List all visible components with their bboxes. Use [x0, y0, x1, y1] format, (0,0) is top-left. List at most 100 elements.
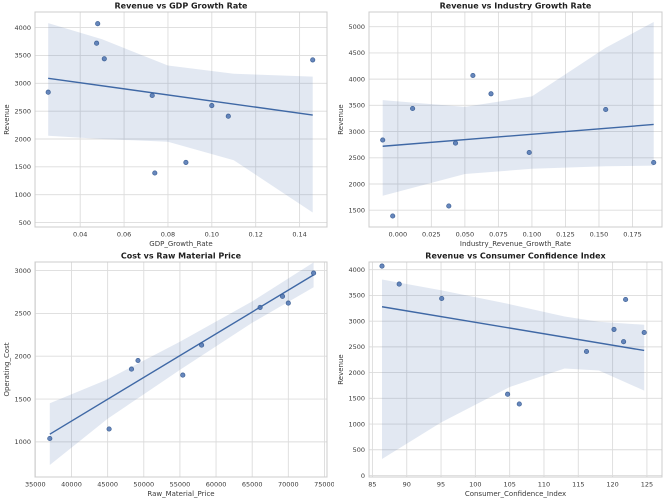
x-tick-label: 75000: [314, 481, 334, 489]
data-point: [583, 348, 590, 355]
axes-spines: [34, 11, 328, 228]
y-tick-label: 3000: [348, 317, 365, 325]
y-tick-label: 500: [19, 219, 31, 227]
confidence-band: [382, 22, 654, 196]
x-tick-label: 0.04: [73, 231, 87, 239]
subplot-revenue-vs-consumer-confidence-index: 85 90 95 100 105 110 115 120 125 0 500 1000 1500 2000…: [334, 250, 669, 500]
y-tick-label: 1000: [348, 420, 365, 428]
chart-title: Revenue vs GDP Growth Rate: [115, 2, 249, 11]
regression-line: [382, 123, 654, 147]
x-tick-label: 0.125: [556, 231, 575, 239]
x-tick-label: 0.000: [389, 231, 408, 239]
plot-background: [334, 250, 669, 500]
data-point: [516, 401, 522, 407]
data-point: [94, 40, 100, 46]
y-tick-label: 3000: [14, 267, 31, 275]
x-tick-label: 100: [469, 481, 481, 489]
y-axis-label: Operating_Cost: [3, 342, 11, 396]
data-point: [439, 295, 445, 302]
x-tick-label: 0.050: [456, 231, 475, 239]
x-tick-label: 0.10: [205, 231, 219, 239]
data-point: [623, 296, 629, 303]
y-tick-label: 2000: [348, 180, 365, 188]
x-tick-label: 115: [572, 481, 584, 489]
y-tick-label: 4000: [348, 75, 365, 83]
regression-line: [48, 77, 313, 116]
data-point: [611, 326, 617, 332]
x-tick-label: 0.025: [422, 231, 441, 239]
data-point: [651, 159, 657, 166]
x-tick-label: 85: [368, 481, 376, 489]
x-tick-label: 55000: [170, 481, 191, 489]
data-point: [257, 304, 263, 310]
plot-background: [0, 0, 334, 250]
y-axis-label: Revenue: [3, 104, 11, 135]
data-point: [452, 140, 459, 146]
y-tick-label: 2000: [348, 369, 365, 377]
x-tick-label: 60000: [206, 481, 227, 489]
data-point: [603, 106, 609, 113]
confidence-band: [382, 279, 645, 459]
data-point: [621, 339, 627, 345]
y-tick-label: 2000: [14, 135, 31, 143]
y-tick-label: 0: [361, 472, 365, 480]
data-point: [180, 372, 186, 378]
chart-title: Cost vs Raw Material Price: [121, 252, 242, 261]
x-tick-label: 45000: [97, 481, 118, 489]
y-tick-label: 5000: [348, 23, 365, 31]
plot-background: [0, 250, 334, 500]
y-tick-label: 1000: [14, 438, 31, 446]
regression-line: [381, 306, 645, 352]
chart-title: Revenue vs Industry Growth Rate: [440, 2, 592, 11]
confidence-band: [48, 23, 313, 213]
y-tick-label: 3500: [348, 102, 365, 110]
y-tick-label: 3000: [14, 80, 31, 88]
x-tick-label: 0.14: [292, 231, 306, 239]
data-point: [101, 56, 107, 62]
x-tick-label: 70000: [278, 481, 299, 489]
x-tick-label: 65000: [242, 481, 263, 489]
y-tick-label: 2500: [14, 310, 31, 318]
x-tick-label: 40000: [61, 481, 82, 489]
x-tick-label: 0.08: [161, 231, 175, 239]
x-axis-label: Raw_Material_Price: [147, 490, 214, 498]
data-point: [311, 270, 317, 276]
data-point: [225, 113, 231, 119]
subplot-cost-vs-raw-material-price: 35000 40000 45000 50000 55000 60000 65000 70000…: [0, 250, 334, 500]
data-point: [446, 203, 452, 209]
y-tick-label: 4500: [348, 49, 365, 57]
y-tick-label: 1000: [14, 191, 31, 199]
regression-line: [49, 274, 314, 435]
data-point: [199, 342, 205, 348]
x-axis-label: GDP_Growth_Rate: [149, 240, 212, 248]
data-point: [106, 426, 112, 432]
chart-title: Revenue vs Consumer Confidence Index: [425, 252, 606, 261]
y-tick-label: 2500: [14, 107, 31, 115]
axes-spines: [34, 261, 328, 478]
data-point: [410, 105, 416, 112]
x-tick-label: 0.12: [248, 231, 262, 239]
subplot-revenue-vs-industry-growth-rate: 0.000 0.025 0.050 0.075 0.100 0.125 0.150 0.175…: [334, 0, 669, 250]
data-point: [641, 329, 647, 336]
y-tick-label: 1500: [348, 395, 365, 403]
x-axis-label: Industry_Revenue_Growth_Rate: [460, 240, 571, 248]
data-point: [47, 435, 53, 442]
data-point: [390, 213, 396, 219]
data-point: [310, 57, 316, 63]
axes-spines: [368, 261, 663, 478]
x-tick-label: 50000: [133, 481, 154, 489]
y-tick-label: 1500: [14, 163, 31, 171]
plot-background: [334, 0, 669, 250]
data-point: [488, 91, 494, 97]
y-tick-label: 4000: [348, 266, 365, 274]
data-point: [505, 391, 511, 397]
x-tick-label: 0.100: [523, 231, 542, 239]
data-point: [183, 159, 189, 165]
subplot-revenue-vs-gdp-growth-rate: 0.04 0.06 0.08 0.10 0.12 0.14 500 1000 1500 2000 2…: [0, 0, 334, 250]
x-tick-label: 0.150: [590, 231, 609, 239]
y-tick-label: 3500: [14, 52, 31, 60]
y-axis-label: Revenue: [337, 354, 345, 385]
y-tick-label: 1500: [14, 395, 31, 403]
y-tick-label: 3500: [348, 292, 365, 300]
